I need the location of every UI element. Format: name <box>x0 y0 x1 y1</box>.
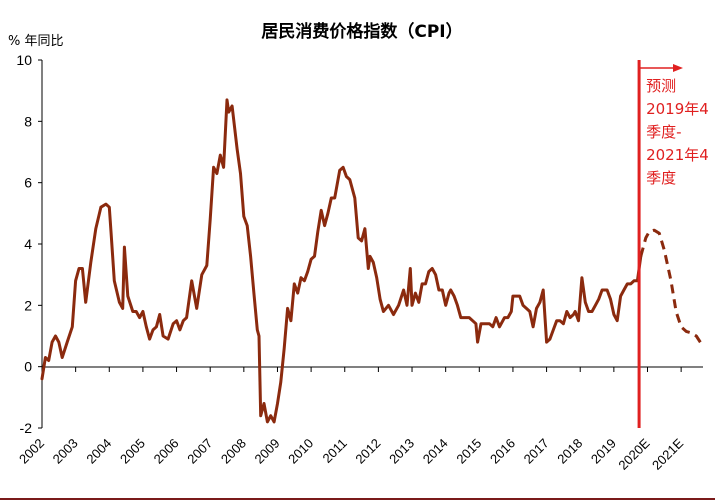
x-tick-label: 2016 <box>487 436 518 467</box>
x-tick-label: 2010 <box>285 436 316 467</box>
y-tick-label: 6 <box>24 175 32 191</box>
actual-series-line <box>40 98 643 424</box>
chart-title: 居民消费价格指数（CPI） <box>261 21 462 42</box>
x-tick-label: 2015 <box>453 436 484 467</box>
y-tick-label: 10 <box>16 52 32 68</box>
x-tick-label: 2011 <box>319 436 349 466</box>
series-layer <box>40 98 703 424</box>
forecast-annotation-line: 季度 <box>646 169 676 187</box>
x-tick-label: 2008 <box>218 436 249 467</box>
forecast-annotation-line: 预测 <box>646 77 676 95</box>
x-tick-label: 2021E <box>649 435 686 472</box>
y-axis-unit-label: % 年同比 <box>8 34 64 49</box>
x-tick-label: 2017 <box>521 436 552 467</box>
y-tick-label: 0 <box>24 359 32 375</box>
x-tick-label: 2006 <box>151 436 182 467</box>
x-tick-label: 2014 <box>420 436 451 467</box>
x-tick-label: 2020E <box>615 435 652 472</box>
x-tick-label: 2009 <box>252 436 283 467</box>
forecast-annotation-line: 2021年4 <box>646 146 709 164</box>
x-tick-label: 2018 <box>554 436 585 467</box>
y-tick-label: 4 <box>24 236 32 252</box>
y-tick-label: -2 <box>20 420 33 436</box>
x-tick-label: 2013 <box>386 436 417 467</box>
x-tick-label: 2007 <box>184 436 215 467</box>
x-axis-ticks: 2002 2003 2004 2005 2006 2007 2008 2009 2010 2011… <box>16 367 686 473</box>
x-tick-label: 2012 <box>352 436 383 467</box>
forecast-annotation-line: 季度- <box>646 123 681 141</box>
y-tick-label: 2 <box>24 297 32 313</box>
forecast-annotation: 预测 2019年4 季度- 2021年4 季度 <box>646 77 709 187</box>
forecast-series-line <box>639 228 703 345</box>
x-tick-label: 2004 <box>83 436 114 467</box>
x-tick-label: 2005 <box>117 436 148 467</box>
x-tick-label: 2002 <box>16 436 47 467</box>
forecast-arrow-head <box>673 64 683 72</box>
x-tick-label: 2003 <box>50 436 81 467</box>
y-tick-label: 8 <box>24 113 32 129</box>
y-axis-ticks: -2 0 2 4 6 8 10 <box>16 52 42 436</box>
forecast-annotation-line: 2019年4 <box>646 100 709 118</box>
forecast-marker <box>637 60 683 428</box>
